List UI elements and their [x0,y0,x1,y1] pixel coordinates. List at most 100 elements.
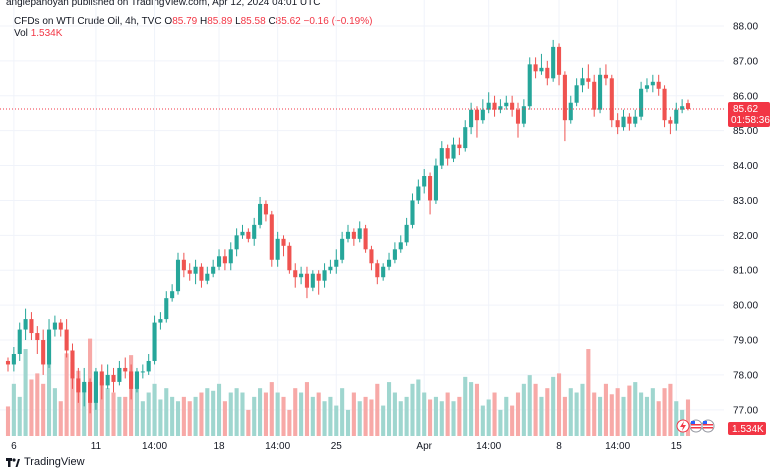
candle-body [281,238,286,246]
volume-bar [621,396,626,436]
price-axis[interactable]: 77.00 78.00 79.00 80.00 81.00 82.00 83.00 84.00… [733,21,758,416]
volume-bar [99,382,104,436]
volume-bar [117,396,122,436]
high-label: H [200,16,208,27]
volume-bar [64,353,69,436]
volume-bar [662,388,667,436]
volume-bar [545,388,550,436]
volume-bar [258,388,263,436]
time-axis[interactable]: 6 11 14:00 18 14:00 25 Apr 14:00 8 14:00 15 [11,441,682,452]
volume-bar [457,396,462,436]
candle-body [492,102,497,110]
volume-bar [46,336,52,436]
candle-body [474,109,480,121]
volume-bar [451,401,456,436]
volume-bar [17,396,22,436]
volume-bar [211,390,216,436]
candle-body [64,329,69,351]
volume-bar [82,383,87,436]
candle-body [527,64,532,107]
price-tick-label: 87.00 [733,56,758,67]
candle-body [422,176,427,187]
volume-bar [164,388,169,436]
candle-body [345,231,351,239]
volume-bar [656,401,661,436]
candle-body [615,120,620,128]
tradingview-brand[interactable]: TradingView [6,456,85,468]
candle-body [269,214,274,260]
volume-bar [222,401,227,436]
volume-bar [187,401,192,436]
volume-bar [562,396,567,436]
volume-bar [41,383,46,436]
volume-bar [158,399,163,436]
time-tick-label: Apr [416,441,432,452]
candle-body [76,378,81,393]
time-tick-label: 25 [331,441,343,452]
candle-body [187,270,192,274]
volume-badge: 1.534K [728,422,766,435]
candle-body [633,116,638,124]
candle-body [322,270,327,281]
candle-body [574,85,579,103]
volume-bar [386,382,392,436]
candle-body [152,322,157,361]
time-tick-label: 18 [213,441,225,452]
time-tick-label: 8 [556,441,562,452]
publisher-line: anglepanoyan published on TradingView.co… [6,0,321,8]
volume-bar [152,383,157,436]
volume-bar [668,383,673,436]
candle-body [58,322,63,330]
volume-badge-background [728,422,766,435]
volume-bar [639,392,644,436]
volume-bar [52,388,57,436]
volume-bar [310,396,315,436]
volume-bar [492,392,497,436]
candle-body [246,231,251,239]
candle-body [351,231,356,239]
volume-bar [674,401,679,436]
candle-body [533,64,538,72]
candle-body [228,249,233,264]
candle-body [644,85,650,89]
candle-body [263,203,268,215]
chart-grid [0,0,724,436]
volume-bar [93,383,98,436]
volume-bar [199,392,204,436]
volume-bar [428,399,433,436]
last-price-badge: 85.62 01:58:36 [728,102,770,128]
volume-bar [216,383,222,436]
candle-body [627,116,632,124]
us-flag-canton-icon [691,421,695,424]
price-badge-price: 85.62 [733,104,758,115]
volume-bar [404,396,409,436]
volume-bar [205,388,210,436]
candle-body [404,224,409,243]
candle-body [117,367,122,382]
candle-body [334,259,339,267]
volume-bar [240,392,245,436]
symbol-name[interactable]: CFDs on WTI Crude Oil, 4h, TVC [14,16,162,27]
candle-body [205,273,210,281]
volume-bar [105,388,110,436]
candle-body [580,78,585,86]
event-icons[interactable] [676,419,715,433]
candle-body [603,74,608,79]
candle-body [46,329,52,365]
candle-body [568,102,573,121]
candle-body [158,319,163,323]
volume-bar [322,401,327,436]
candle-body [486,102,491,110]
price-badge-background [728,102,770,128]
candle-body [668,120,673,124]
volume-bar [140,401,145,436]
close-label: C [268,16,276,27]
candle-body [662,88,667,121]
price-tick-label: 85.00 [733,126,758,137]
candle-body [545,67,550,79]
volume-label[interactable]: Vol [14,28,28,39]
volume-bar [504,396,509,436]
candle-body [433,165,438,201]
candle-body [222,256,227,264]
